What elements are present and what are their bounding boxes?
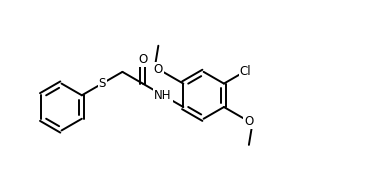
Text: NH: NH xyxy=(154,89,172,102)
Text: S: S xyxy=(98,77,106,90)
Text: O: O xyxy=(244,115,254,128)
Text: O: O xyxy=(138,53,147,66)
Text: O: O xyxy=(154,63,163,76)
Text: Cl: Cl xyxy=(240,65,251,78)
